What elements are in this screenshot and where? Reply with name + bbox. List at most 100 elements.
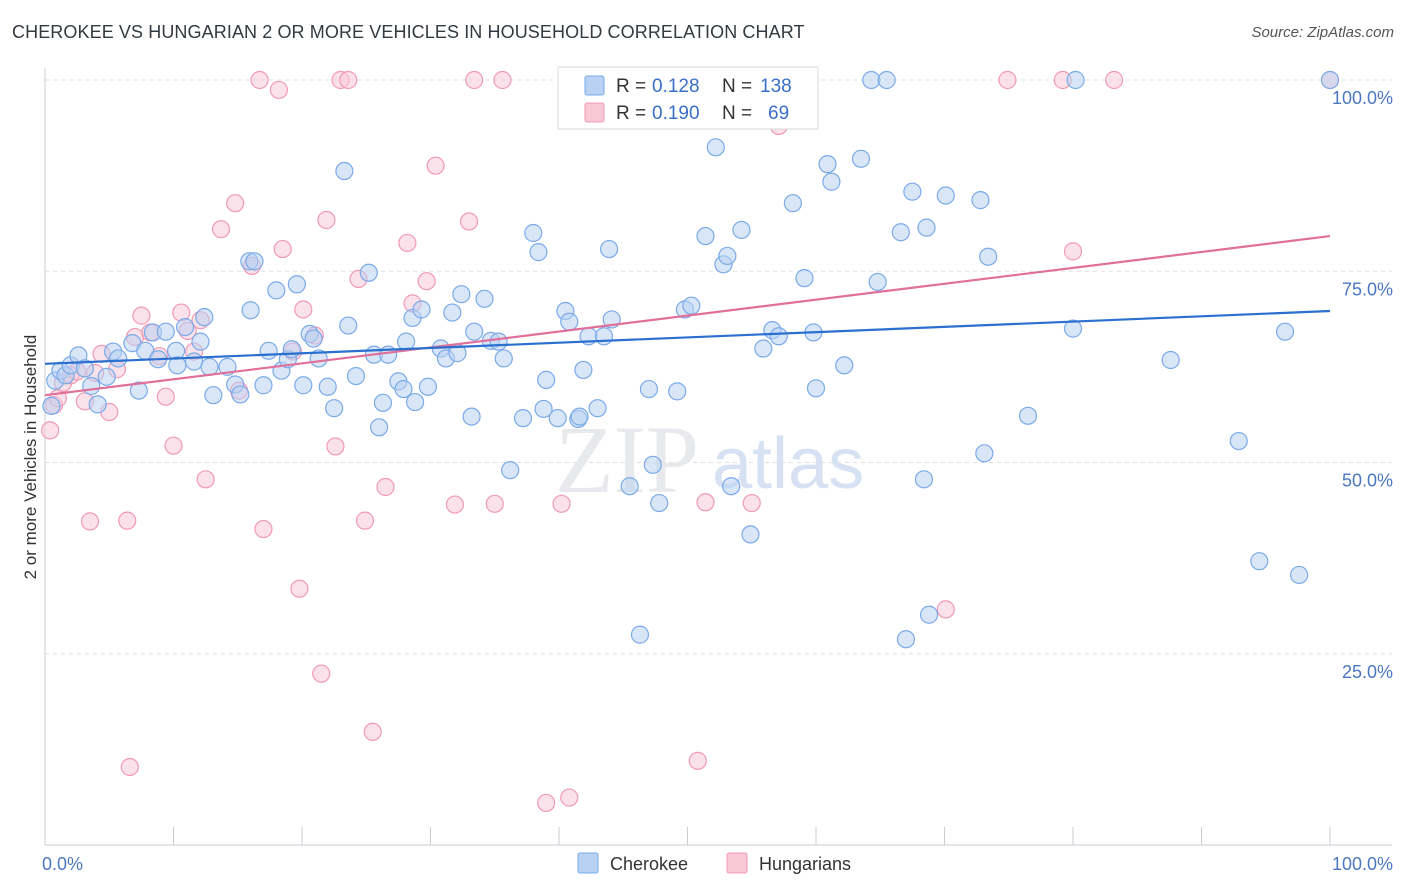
cherokee-point-45 <box>335 161 354 181</box>
cherokee-point-89 <box>630 625 650 644</box>
cherokee-point-69 <box>489 332 508 351</box>
hungarians-point-17 <box>164 436 183 455</box>
cherokee-point-65 <box>462 407 481 426</box>
cherokee-point-130 <box>1063 319 1083 338</box>
cherokee-point-28 <box>231 385 250 404</box>
x-tick-label-start: 0.0% <box>42 854 83 874</box>
bottom-legend-cherokee: Cherokee <box>610 854 688 874</box>
hungarians-point-62 <box>998 70 1017 90</box>
legend-n-label-cherokee: N = <box>722 76 752 97</box>
hungarians-point-46 <box>417 272 436 291</box>
hungarians-point-42 <box>363 722 382 741</box>
legend-n-value-hungarians: 69 <box>768 103 789 124</box>
cherokee-point-115 <box>851 149 871 168</box>
cherokee-point-119 <box>891 223 910 242</box>
cherokee-point-21 <box>184 352 204 371</box>
cherokee-point-127 <box>975 444 994 463</box>
cherokee-point-113 <box>822 172 841 191</box>
cherokee-point-57 <box>405 392 425 412</box>
hungarians-point-13 <box>132 306 151 325</box>
hungarians-point-16 <box>156 387 175 406</box>
hungarians-point-0 <box>41 421 60 440</box>
hungarians-point-48 <box>445 495 465 514</box>
legend-r-value-cherokee: 0.128 <box>652 76 700 97</box>
cherokee-point-102 <box>732 220 751 240</box>
cherokee-point-137 <box>1320 70 1340 90</box>
hungarians-point-27 <box>250 70 269 90</box>
y-tick-label-25: 25.0% <box>1342 662 1393 682</box>
hungarians-point-55 <box>560 788 579 807</box>
y-axis-label: 2 or more Vehicles in Household <box>21 335 40 580</box>
hungarians-point-61 <box>936 600 955 619</box>
y-tick-label-100: 100.0% <box>1332 88 1393 108</box>
hungarians-point-47 <box>426 156 445 175</box>
hungarians-point-35 <box>312 664 331 683</box>
hungarians-point-52 <box>493 70 512 90</box>
cherokee-point-123 <box>917 218 936 237</box>
cherokee-point-7 <box>82 376 101 396</box>
cherokee-point-133 <box>1229 431 1248 451</box>
tick-labels: 25.0% 50.0% 75.0% 100.0% 0.0% 100.0% <box>42 88 1393 874</box>
cherokee-point-24 <box>200 357 219 376</box>
cherokee-point-48 <box>359 263 378 282</box>
cherokee-point-41 <box>304 329 323 348</box>
cherokee-point-22 <box>191 332 210 351</box>
legend-swatch-hungarians <box>584 102 605 123</box>
cherokee-point-124 <box>919 605 939 624</box>
cherokee-point-64 <box>452 285 471 304</box>
cherokee-point-107 <box>769 327 788 346</box>
hungarians-point-54 <box>552 494 571 513</box>
cherokee-point-55 <box>396 332 416 351</box>
cherokee-point-76 <box>537 370 556 389</box>
hungarians-point-30 <box>273 239 292 259</box>
cherokee-point-13 <box>129 381 148 400</box>
cherokee-point-75 <box>534 399 553 419</box>
cherokee-point-135 <box>1275 322 1295 341</box>
cherokee-point-34 <box>267 281 286 300</box>
hungarians-point-33 <box>294 300 313 319</box>
cherokee-point-100 <box>718 246 737 266</box>
trend-lines <box>44 234 1331 397</box>
hungarians-point-51 <box>485 494 504 513</box>
hungarians-point-65 <box>1105 70 1124 90</box>
trend-line-hungarians <box>44 234 1331 397</box>
legend-r-label-hungarians: R = <box>616 103 646 124</box>
cherokee-point-44 <box>325 399 344 418</box>
hungarians-point-57 <box>688 751 707 770</box>
cherokee-point-132 <box>1161 350 1180 370</box>
cherokee-point-109 <box>795 269 814 288</box>
x-tick-label-end: 100.0% <box>1332 854 1393 874</box>
hungarians-point-22 <box>196 470 215 489</box>
cherokee-point-95 <box>682 296 701 315</box>
cherokee-point-74 <box>529 243 548 262</box>
hungarians-point-37 <box>326 437 345 456</box>
chart-title: CHEROKEE VS HUNGARIAN 2 OR MORE VEHICLES… <box>12 22 805 42</box>
hungarians-point-23 <box>211 220 231 239</box>
cherokee-point-9 <box>97 367 116 386</box>
grid-lines <box>45 79 1392 655</box>
cherokee-point-0 <box>42 396 61 415</box>
axes <box>44 68 1392 846</box>
cherokee-point-23 <box>195 308 214 327</box>
cherokee-point-126 <box>971 191 990 210</box>
legend-r-label-cherokee: R = <box>616 76 646 97</box>
cherokee-point-51 <box>373 393 393 412</box>
cherokee-point-39 <box>294 376 313 395</box>
hungarians-point-32 <box>290 579 309 598</box>
cherokee-point-103 <box>741 525 760 544</box>
cherokee-point-85 <box>594 327 614 346</box>
bottom-legend: Cherokee Hungarians <box>577 852 851 874</box>
series-cherokee <box>42 70 1340 649</box>
bottom-legend-swatch-hungarians <box>726 852 748 874</box>
cherokee-point-33 <box>259 341 278 360</box>
bottom-legend-hungarians: Hungarians <box>759 854 851 874</box>
cherokee-point-105 <box>754 339 773 358</box>
cherokee-point-101 <box>722 477 741 496</box>
cherokee-point-117 <box>868 272 887 292</box>
cherokee-point-43 <box>318 377 337 396</box>
cherokee-point-93 <box>668 382 687 401</box>
cherokee-point-25 <box>204 386 223 405</box>
cherokee-point-11 <box>109 349 128 368</box>
cherokee-point-67 <box>475 289 494 308</box>
cherokee-point-50 <box>370 418 389 437</box>
